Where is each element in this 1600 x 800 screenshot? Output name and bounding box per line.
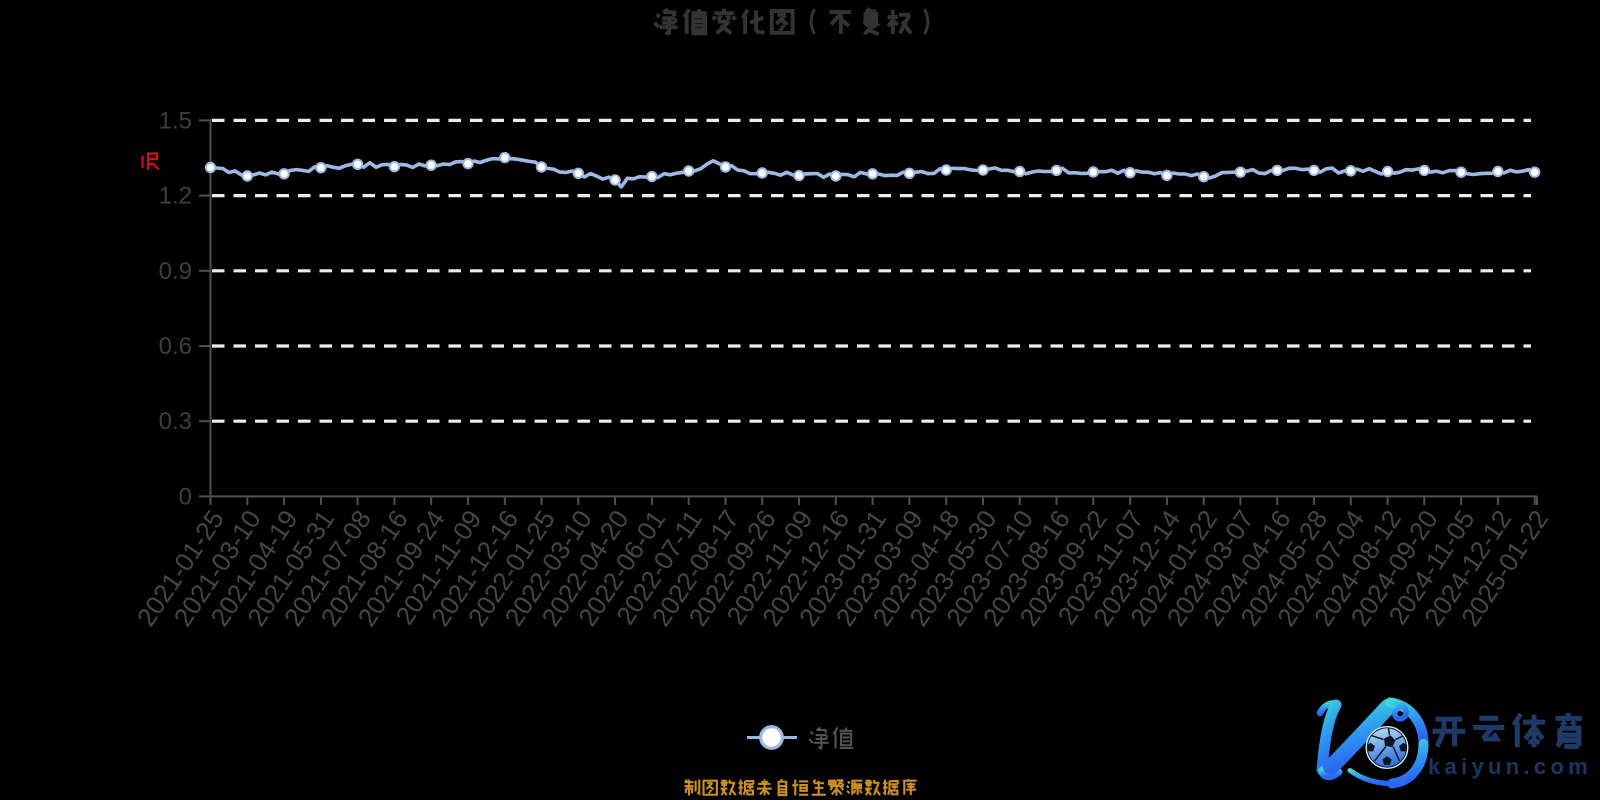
- svg-text:1.5: 1.5: [159, 107, 192, 134]
- svg-text:0.9: 0.9: [159, 258, 192, 285]
- svg-text:0: 0: [179, 483, 192, 510]
- svg-text:0.6: 0.6: [159, 333, 192, 360]
- svg-text:0.3: 0.3: [159, 408, 192, 435]
- svg-text:1.2: 1.2: [159, 183, 192, 210]
- svg-text:kaiyun.com: kaiyun.com: [1428, 754, 1592, 779]
